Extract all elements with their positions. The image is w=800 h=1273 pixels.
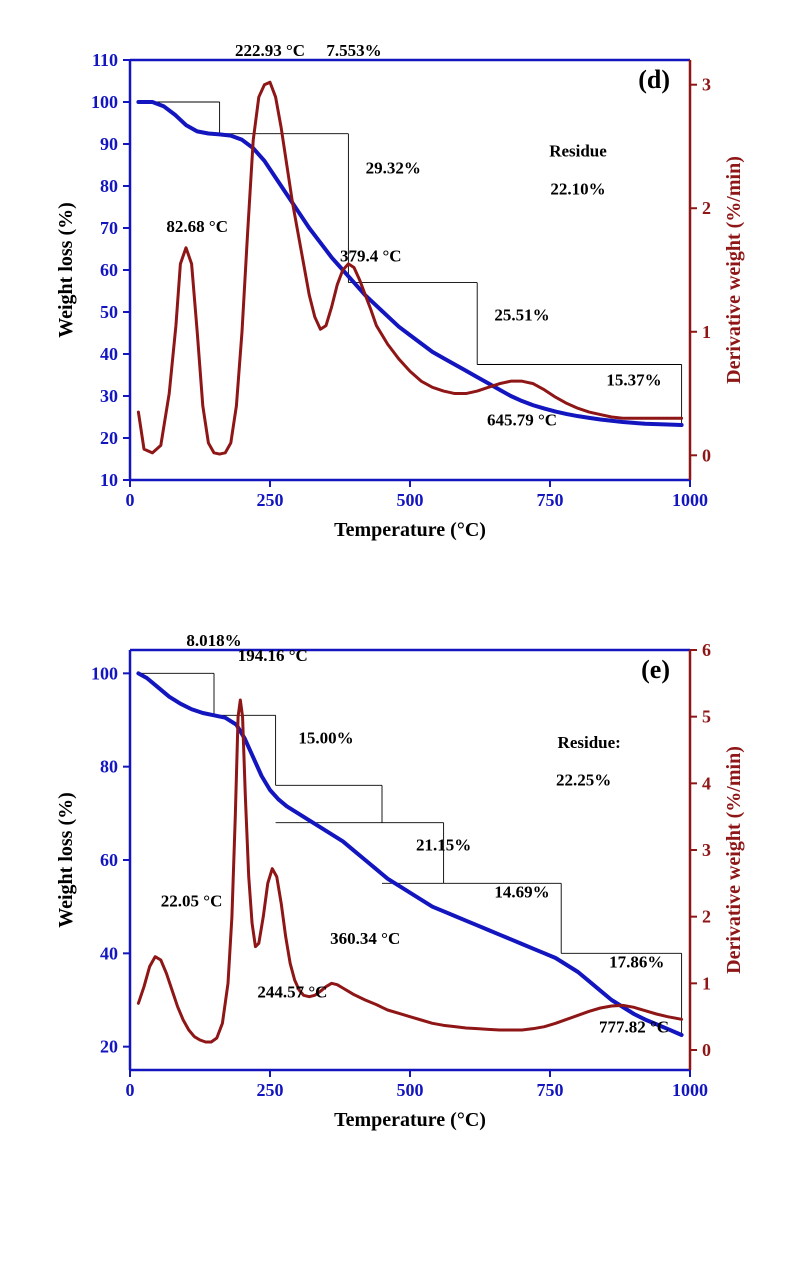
svg-text:Derivative weight (%/min): Derivative weight (%/min) [723, 746, 745, 974]
chart-e-wrap: 02505007501000Temperature (°C)2040608010… [40, 620, 760, 1140]
svg-text:80: 80 [100, 757, 118, 777]
svg-text:379.4 °C: 379.4 °C [340, 247, 402, 266]
svg-text:0: 0 [126, 1080, 135, 1100]
svg-text:500: 500 [397, 1080, 424, 1100]
svg-text:645.79 °C: 645.79 °C [487, 410, 557, 429]
svg-text:4: 4 [702, 773, 711, 793]
svg-text:30: 30 [100, 386, 118, 406]
svg-text:100: 100 [91, 663, 118, 683]
svg-text:22.25%: 22.25% [556, 770, 611, 789]
svg-text:250: 250 [257, 1080, 284, 1100]
svg-text:750: 750 [537, 490, 564, 510]
chart-e: 02505007501000Temperature (°C)2040608010… [40, 620, 760, 1140]
svg-text:25.51%: 25.51% [494, 305, 549, 324]
svg-text:0: 0 [126, 490, 135, 510]
svg-text:Residue: Residue [549, 142, 607, 161]
svg-text:20: 20 [100, 1037, 118, 1057]
svg-text:22.10%: 22.10% [550, 179, 605, 198]
svg-text:0: 0 [702, 1040, 711, 1060]
svg-text:21.15%: 21.15% [416, 836, 471, 855]
page: 02505007501000Temperature (°C)1020304050… [0, 0, 800, 1230]
svg-text:(e): (e) [641, 655, 670, 684]
svg-text:50: 50 [100, 302, 118, 322]
svg-text:10: 10 [100, 470, 118, 490]
svg-text:Derivative weight (%/min): Derivative weight (%/min) [723, 156, 745, 384]
svg-text:Temperature (°C): Temperature (°C) [334, 519, 486, 541]
svg-text:5: 5 [702, 707, 711, 727]
svg-text:3: 3 [702, 75, 711, 95]
svg-text:110: 110 [92, 50, 118, 70]
svg-text:100: 100 [91, 92, 118, 112]
chart-d: 02505007501000Temperature (°C)1020304050… [40, 30, 760, 550]
svg-text:1: 1 [702, 322, 711, 342]
svg-text:40: 40 [100, 344, 118, 364]
svg-text:29.32%: 29.32% [366, 158, 421, 177]
svg-text:Temperature (°C): Temperature (°C) [334, 1109, 486, 1131]
svg-text:22.05 °C: 22.05 °C [161, 892, 223, 911]
svg-text:222.93 °C: 222.93 °C [235, 41, 305, 60]
svg-text:60: 60 [100, 850, 118, 870]
svg-text:70: 70 [100, 218, 118, 238]
chart-d-wrap: 02505007501000Temperature (°C)1020304050… [40, 30, 760, 550]
svg-text:Weight loss (%): Weight loss (%) [55, 202, 77, 338]
svg-text:80: 80 [100, 176, 118, 196]
svg-text:7.553%: 7.553% [326, 41, 381, 60]
svg-text:90: 90 [100, 134, 118, 154]
svg-text:1000: 1000 [672, 1080, 708, 1100]
svg-text:(d): (d) [638, 65, 670, 94]
svg-text:15.37%: 15.37% [606, 371, 661, 390]
svg-text:2: 2 [702, 198, 711, 218]
svg-text:20: 20 [100, 428, 118, 448]
svg-text:82.68 °C: 82.68 °C [166, 217, 228, 236]
svg-text:244.57 °C: 244.57 °C [257, 983, 327, 1002]
svg-text:250: 250 [257, 490, 284, 510]
svg-text:500: 500 [397, 490, 424, 510]
svg-text:17.86%: 17.86% [609, 952, 664, 971]
svg-text:Residue:: Residue: [558, 733, 621, 752]
svg-text:8.018%: 8.018% [186, 631, 241, 650]
svg-text:60: 60 [100, 260, 118, 280]
svg-text:750: 750 [537, 1080, 564, 1100]
svg-text:1000: 1000 [672, 490, 708, 510]
svg-text:40: 40 [100, 943, 118, 963]
svg-text:6: 6 [702, 640, 711, 660]
svg-text:2: 2 [702, 907, 711, 927]
svg-text:194.16 °C: 194.16 °C [238, 646, 308, 665]
svg-text:360.34 °C: 360.34 °C [330, 929, 400, 948]
svg-text:14.69%: 14.69% [494, 882, 549, 901]
svg-text:777.82 °C: 777.82 °C [599, 1018, 669, 1037]
svg-text:Weight loss (%): Weight loss (%) [55, 792, 77, 928]
svg-text:3: 3 [702, 840, 711, 860]
svg-text:1: 1 [702, 973, 711, 993]
svg-text:0: 0 [702, 445, 711, 465]
svg-text:15.00%: 15.00% [298, 728, 353, 747]
